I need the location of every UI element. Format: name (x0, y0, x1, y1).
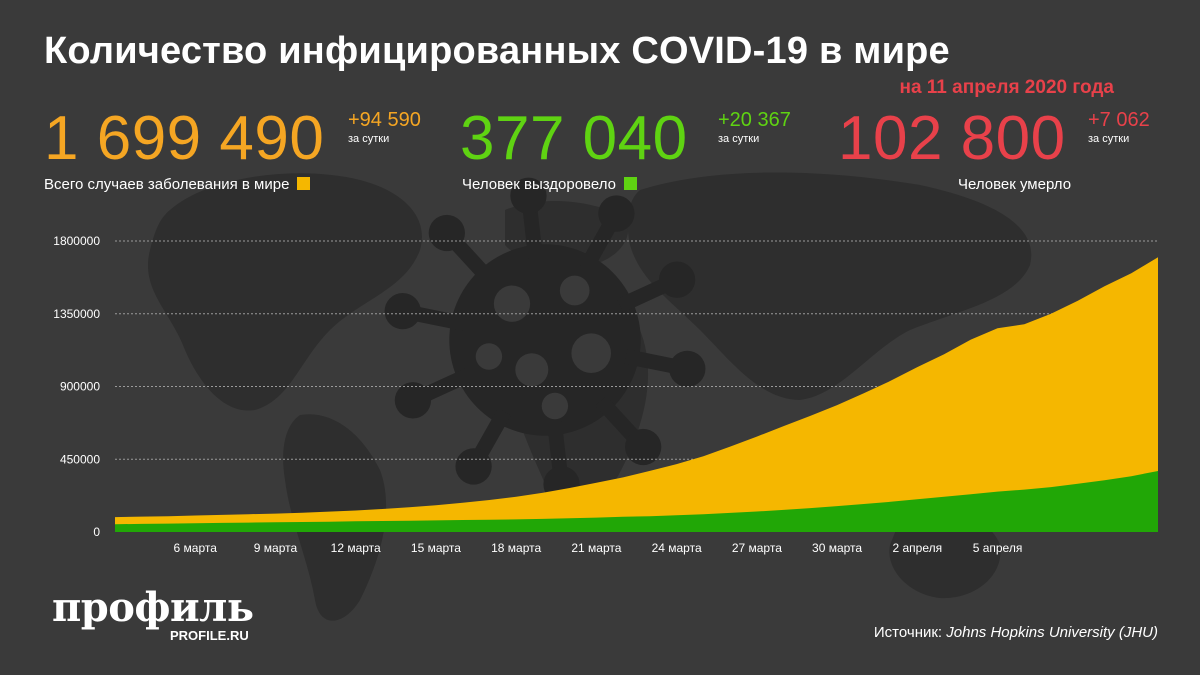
recovered-value: 377 040 (460, 104, 688, 173)
virus-spike-tip (510, 177, 547, 214)
x-tick-label: 21 марта (571, 541, 621, 555)
x-tick-label: 12 марта (331, 541, 381, 555)
deaths-per-day: за сутки (1088, 133, 1130, 145)
virus-icon (384, 177, 706, 503)
total-cases-label: Всего случаев заболевания в мире (44, 176, 290, 193)
x-tick-label: 9 марта (254, 541, 298, 555)
virus-spike (410, 305, 466, 331)
virus-spike-tip (625, 428, 662, 466)
virus-spike-tip (669, 350, 706, 387)
total-cases-value: 1 699 490 (44, 104, 325, 173)
y-tick-label: 1350000 (53, 307, 100, 321)
logo-word: профиль (52, 584, 254, 631)
x-tick-label: 2 апреля (892, 541, 942, 555)
virus-spike-tip (455, 448, 492, 485)
virus-spike (616, 277, 672, 313)
deaths-value: 102 800 (838, 104, 1066, 173)
virus-spike (448, 235, 495, 285)
x-tick-label: 5 апреля (973, 541, 1023, 555)
x-tick-label: 24 марта (652, 541, 702, 555)
recovered-delta: +20 367 (718, 109, 791, 131)
source-name: Johns Hopkins University (JHU) (946, 624, 1158, 641)
virus-spike (624, 349, 680, 375)
x-tick-label: 6 марта (174, 541, 218, 555)
x-tick-label: 15 марта (411, 541, 461, 555)
virus-spike (595, 395, 642, 445)
virus-spike-tip (598, 195, 635, 232)
virus-spike (547, 421, 568, 476)
x-tick-label: 18 марта (491, 541, 541, 555)
report-date: на 11 апреля 2020 года (899, 77, 1114, 98)
stat-deaths: 102 800 +7 062 за сутки Человек умерло (838, 104, 1150, 194)
page-title: Количество инфицированных COVID-19 в мир… (44, 30, 950, 72)
virus-spike-tip (428, 214, 465, 252)
chart-grid (115, 240, 1158, 460)
recovered-per-day: за сутки (718, 133, 760, 145)
chart-areas (115, 257, 1158, 532)
stat-recovered: 377 040 +20 367 за сутки Человек выздоро… (460, 104, 791, 194)
total-cases-label-row: Всего случаев заболевания в мире (44, 176, 311, 193)
total-cases-delta: +94 590 (348, 109, 421, 131)
virus-spike-tip (394, 382, 432, 419)
stat-total-cases: 1 699 490 +94 590 за сутки Всего случаев… (44, 104, 421, 194)
y-tick-label: 450000 (60, 452, 100, 466)
y-axis-ticks: 0 450000 900000 1350000 1800000 (53, 234, 100, 539)
virus-spike (418, 367, 474, 403)
y-tick-label: 0 (93, 525, 100, 539)
virus-spike-tip (658, 261, 696, 298)
x-tick-label: 30 марта (812, 541, 862, 555)
x-axis-ticks: 6 марта 9 марта 12 марта 15 марта 18 марта 21… (174, 541, 1023, 555)
series-area-total (115, 257, 1158, 532)
virus-spike (522, 204, 543, 259)
virus-spike (471, 408, 511, 462)
total-cases-swatch (297, 177, 311, 190)
logo-site: PROFILE.RU (170, 628, 249, 643)
y-tick-label: 1800000 (53, 234, 100, 248)
recovered-label-row: Человек выздоровело (462, 176, 637, 193)
x-tick-label: 27 марта (732, 541, 782, 555)
source-credit: Источник: Johns Hopkins University (JHU) (874, 624, 1158, 641)
y-tick-label: 900000 (60, 380, 100, 394)
recovered-label: Человек выздоровело (462, 176, 616, 193)
recovered-swatch (623, 177, 637, 190)
virus-spike (579, 218, 619, 272)
deaths-label: Человек умерло (958, 176, 1072, 193)
deaths-delta: +7 062 (1088, 109, 1150, 131)
virus-spike-tip (384, 293, 421, 330)
series-area-recovered (115, 471, 1158, 532)
profile-logo[interactable]: профиль PROFILE.RU (52, 584, 254, 644)
source-prefix: Источник: (873, 624, 947, 641)
total-cases-per-day: за сутки (348, 133, 390, 145)
